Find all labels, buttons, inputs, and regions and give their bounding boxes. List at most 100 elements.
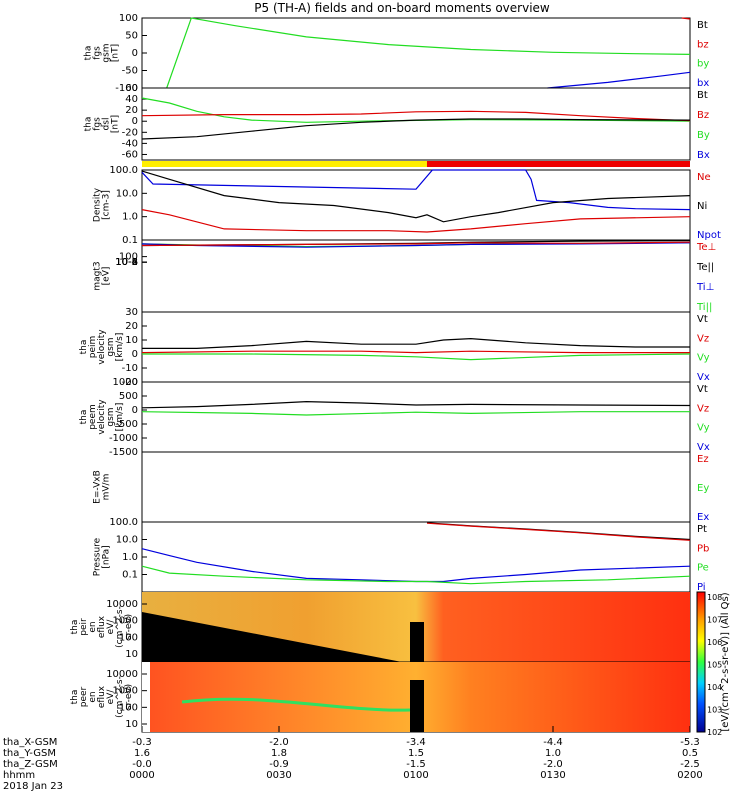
y-tick-label: 10.0 xyxy=(116,188,138,199)
y-tick-label: -100 xyxy=(115,83,138,94)
legend-ez: Ez xyxy=(697,454,709,465)
panel-frame xyxy=(141,87,691,161)
y-tick-label: 10.0 xyxy=(116,535,138,546)
y-axis-label: tha xyxy=(70,690,80,705)
y-tick-label: 10000 xyxy=(106,669,138,680)
colorbar xyxy=(696,591,706,733)
y-tick-label: -40 xyxy=(122,138,138,149)
y-axis-label: [nPa] xyxy=(102,545,112,568)
axis-row-value: 1.6 xyxy=(134,748,150,759)
y-tick-label: 60 xyxy=(125,83,138,94)
panel-pressure: 100.0 10.0 1.0 0.1 Pressure [nPa] Pt Pb Pe Pi xyxy=(93,517,710,593)
legend-by: By xyxy=(697,130,710,141)
y-tick-label: 0 xyxy=(132,48,138,59)
y-axis-label: mV/m xyxy=(102,474,112,501)
axis-row-value: 0130 xyxy=(540,770,565,781)
series-vt xyxy=(142,337,690,349)
y-tick-label: 40 xyxy=(125,94,138,105)
legend-pi: Pi xyxy=(697,582,706,593)
y-axis-label: [km/s] xyxy=(115,403,125,432)
spectrogram-gap xyxy=(410,622,424,662)
series-pe xyxy=(141,565,691,585)
y-tick-label: -60 xyxy=(122,149,138,160)
date-label: 2018 Jan 23 xyxy=(3,781,63,792)
series-by xyxy=(141,97,691,123)
axis-row-value: 1.0 xyxy=(545,748,561,759)
y-axis-label: dsl xyxy=(102,118,112,131)
y-tick-label: -1000 xyxy=(109,433,138,444)
y-tick-label: 100.0 xyxy=(109,517,138,528)
y-tick-label: 100 xyxy=(119,702,138,713)
spectrogram-nodata xyxy=(142,612,402,662)
legend-vt: Vt xyxy=(697,314,708,325)
y-axis-label: eflux xyxy=(97,685,107,708)
y-axis-label: tha xyxy=(79,410,89,425)
legend-vx: Vx xyxy=(697,372,710,383)
y-axis-label: sr-eV) xyxy=(124,614,134,640)
axis-row-value: 1.8 xyxy=(271,748,287,759)
y-tick-label: 0.1 xyxy=(122,235,138,246)
series-ne xyxy=(141,209,691,233)
y-axis-label: peer xyxy=(79,686,89,707)
spectrogram-band xyxy=(181,697,411,712)
legend-bz: Bz xyxy=(697,110,709,121)
y-tick-label: 20 xyxy=(125,105,138,116)
y-tick-label: 100 xyxy=(119,13,138,24)
legend-ni: Ni xyxy=(697,201,707,212)
axis-row-value: 1.5 xyxy=(408,748,424,759)
series-npot xyxy=(141,169,691,211)
y-axis-label: (cm^2-s- xyxy=(115,676,125,718)
spectrogram-gap xyxy=(410,680,424,732)
legend-npot: Npot xyxy=(697,230,721,241)
y-axis-label: sr-eV) xyxy=(124,684,134,710)
axis-row-label: tha_Y-GSM xyxy=(3,748,56,759)
legend-bx: Bx xyxy=(697,150,710,161)
axis-row-value: 0030 xyxy=(266,770,291,781)
axis-row-value: -0.9 xyxy=(269,759,289,770)
legend-by: by xyxy=(697,59,709,70)
legend-ey: Ey xyxy=(697,483,709,494)
y-axis-label: tha xyxy=(84,46,94,61)
legend-vt: Vt xyxy=(697,384,708,395)
axis-row-value: 0100 xyxy=(403,770,428,781)
y-axis-label: peim xyxy=(88,336,98,359)
panel-peir: 10000 1000 100 10 tha peir en eflux eV/(cm^2-s-s… xyxy=(70,591,691,663)
y-axis-label: peir xyxy=(79,618,89,636)
y-axis-label: velocity xyxy=(97,399,107,435)
legend-te: Te⊥ xyxy=(696,242,716,253)
legend-ex: Ex xyxy=(697,512,709,523)
panel-efield: E=-VxB mV/m Ez Ey Ex xyxy=(93,451,709,523)
y-axis-label: magt3 xyxy=(93,261,103,290)
y-tick-label: 10-6 xyxy=(115,257,138,268)
y-axis-label: Pressure xyxy=(93,537,103,576)
series-vy xyxy=(141,411,690,416)
y-tick-label: -50 xyxy=(122,66,138,77)
legend-bz: bz xyxy=(697,39,709,50)
y-axis-label: eV/ xyxy=(106,619,116,635)
series-te xyxy=(141,241,691,247)
panel-peer: 10000 1000 100 10 tha peer en eflux eV/(cm^2-s-s… xyxy=(70,661,691,733)
axis-row-value: -0.0 xyxy=(132,759,152,770)
mode-bar-segment xyxy=(142,161,427,167)
series-pb xyxy=(426,522,691,541)
y-axis-label: en xyxy=(88,691,98,702)
y-tick-label: 0 xyxy=(132,405,138,416)
y-tick-label: 10 xyxy=(125,649,138,660)
y-tick-label: 100.0 xyxy=(109,165,138,176)
y-tick-label: 20 xyxy=(125,321,138,332)
colorbar-tick-label: 103 xyxy=(707,706,722,715)
colorbar-tick-label: 106 xyxy=(707,638,722,647)
y-tick-label: 10 xyxy=(125,719,138,730)
y-axis-label: tha xyxy=(84,117,94,132)
series-bx xyxy=(547,71,691,89)
y-tick-label: 0 xyxy=(132,116,138,127)
series-ni xyxy=(141,170,691,223)
legend-vz: Vz xyxy=(697,333,709,344)
y-tick-label: -10 xyxy=(122,363,138,374)
y-tick-label: 10-4 xyxy=(115,257,138,268)
y-tick-label: 1000 xyxy=(113,377,138,388)
y-axis-label: en xyxy=(88,621,98,632)
y-axis-label: tha xyxy=(70,620,80,635)
